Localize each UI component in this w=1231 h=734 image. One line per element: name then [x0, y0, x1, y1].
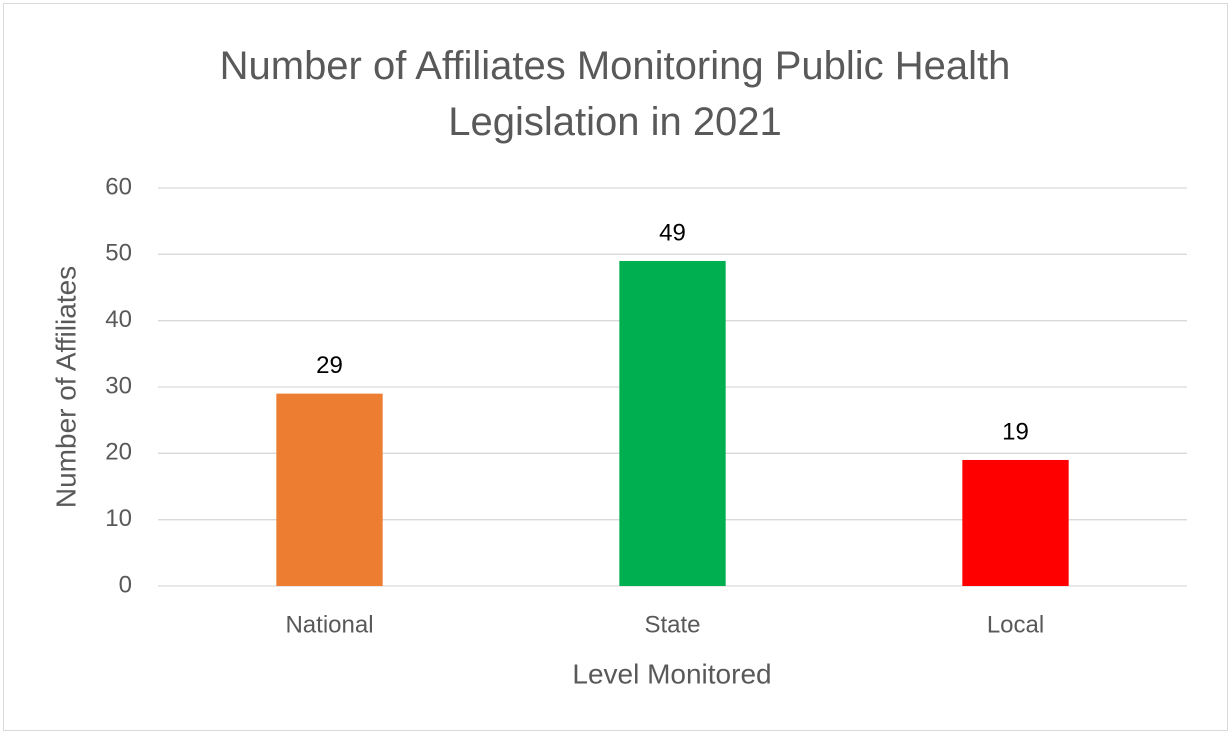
data-label: 19	[1002, 418, 1029, 445]
x-axis-title: Level Monitored	[572, 658, 771, 689]
bar	[619, 260, 726, 586]
x-tick-label: Local	[987, 611, 1044, 638]
y-tick-label: 0	[119, 571, 132, 598]
chart-border	[3, 3, 1228, 731]
y-axis-title: Number of Affiliates	[50, 266, 81, 508]
chart-title: Number of Affiliates Monitoring Public H…	[219, 44, 1011, 144]
y-tick-label: 30	[105, 372, 132, 399]
x-tick-label: National	[285, 611, 373, 638]
y-tick-label: 20	[105, 439, 132, 466]
x-tick-label: State	[644, 611, 700, 638]
y-tick-label: 40	[105, 306, 132, 333]
data-label: 29	[316, 352, 343, 379]
y-tick-label: 10	[105, 505, 132, 532]
bar	[962, 459, 1069, 586]
y-tick-label: 50	[105, 240, 132, 267]
y-tick-label: 60	[105, 173, 132, 200]
data-label: 49	[659, 219, 686, 246]
bar	[276, 393, 383, 586]
